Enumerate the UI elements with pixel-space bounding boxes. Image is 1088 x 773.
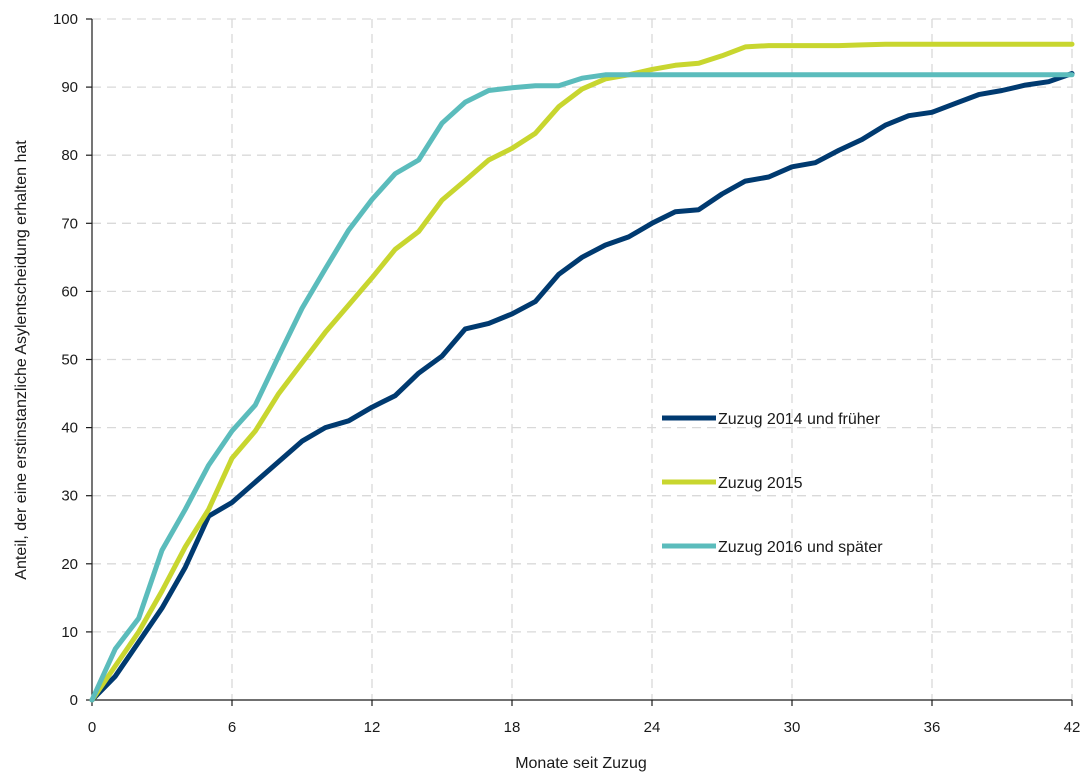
x-tick-label: 36 xyxy=(924,719,941,736)
y-tick-label: 40 xyxy=(61,420,78,437)
y-tick-label: 50 xyxy=(61,352,78,369)
y-tick-label: 10 xyxy=(61,624,78,641)
y-tick-label: 20 xyxy=(61,556,78,573)
y-tick-label: 30 xyxy=(61,488,78,505)
y-tick-label: 60 xyxy=(61,283,78,300)
x-tick-label: 0 xyxy=(88,719,96,736)
x-tick-label: 24 xyxy=(644,719,661,736)
series-line-2 xyxy=(89,41,1075,703)
x-tick-label: 6 xyxy=(228,719,236,736)
y-axis-title: Anteil, der eine erstinstanzliche Asylen… xyxy=(13,140,30,580)
x-axis-title: Monate seit Zuzug xyxy=(515,755,647,772)
x-tick-label: 12 xyxy=(364,719,381,736)
series-lines xyxy=(89,41,1075,703)
y-tick-label: 70 xyxy=(61,215,78,232)
legend-label-3: Zuzug 2016 und später xyxy=(718,539,883,556)
y-tick-label: 80 xyxy=(61,147,78,164)
x-tick-label: 42 xyxy=(1064,719,1081,736)
legend-label-1: Zuzug 2014 und früher xyxy=(718,411,881,428)
x-tick-label: 18 xyxy=(504,719,521,736)
series-line-1 xyxy=(89,71,1075,703)
x-tick-label: 30 xyxy=(784,719,801,736)
y-tick-label: 90 xyxy=(61,79,78,96)
y-tick-label: 0 xyxy=(70,692,78,709)
axes: 0 10 20 30 40 50 60 70 80 90 100 0 6 12 18 24 30 36 42 xyxy=(53,11,1080,736)
legend-label-2: Zuzug 2015 xyxy=(718,475,803,492)
series-line-3 xyxy=(89,72,1075,703)
y-tick-label: 100 xyxy=(53,11,78,28)
legend: Zuzug 2014 und früher Zuzug 2015 Zuzug 201… xyxy=(662,411,883,556)
gridlines xyxy=(92,18,1073,700)
